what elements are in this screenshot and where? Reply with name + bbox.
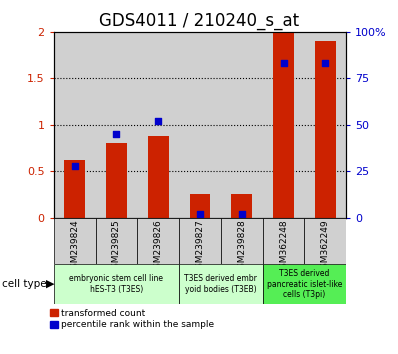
Point <box>155 118 162 124</box>
Bar <box>273 32 294 218</box>
Text: T3ES derived embr
yoid bodies (T3EB): T3ES derived embr yoid bodies (T3EB) <box>184 274 258 294</box>
Text: GDS4011 / 210240_s_at: GDS4011 / 210240_s_at <box>99 12 299 30</box>
Text: GSM239828: GSM239828 <box>237 219 246 274</box>
Bar <box>137 218 179 264</box>
Text: GSM239825: GSM239825 <box>112 219 121 274</box>
Bar <box>304 218 346 264</box>
Bar <box>304 32 346 218</box>
Point <box>113 131 119 137</box>
Text: embryonic stem cell line
hES-T3 (T3ES): embryonic stem cell line hES-T3 (T3ES) <box>69 274 164 294</box>
Bar <box>179 264 263 304</box>
Point <box>72 163 78 169</box>
Bar <box>137 32 179 218</box>
Bar <box>106 143 127 218</box>
Bar <box>96 218 137 264</box>
Text: T3ES derived
pancreatic islet-like
cells (T3pi): T3ES derived pancreatic islet-like cells… <box>267 269 342 299</box>
Bar <box>96 32 137 218</box>
Bar <box>179 32 221 218</box>
Point <box>322 61 328 66</box>
Text: GSM362248: GSM362248 <box>279 219 288 274</box>
Text: cell type: cell type <box>2 279 47 289</box>
Legend: transformed count, percentile rank within the sample: transformed count, percentile rank withi… <box>50 309 214 329</box>
Bar <box>263 218 304 264</box>
Bar <box>221 32 263 218</box>
Bar <box>54 32 96 218</box>
Bar <box>54 264 179 304</box>
Text: GSM239824: GSM239824 <box>70 219 79 274</box>
Point <box>238 211 245 217</box>
Point <box>280 61 287 66</box>
Bar <box>189 194 211 218</box>
Bar <box>54 218 96 264</box>
Bar <box>263 264 346 304</box>
Bar <box>148 136 169 218</box>
Bar <box>179 218 221 264</box>
Text: GSM239826: GSM239826 <box>154 219 163 274</box>
Bar <box>263 32 304 218</box>
Text: GSM239827: GSM239827 <box>195 219 205 274</box>
Bar <box>221 218 263 264</box>
Bar <box>315 41 336 218</box>
Text: GSM362249: GSM362249 <box>321 219 330 274</box>
Point <box>197 211 203 217</box>
Bar <box>231 194 252 218</box>
Text: ▶: ▶ <box>45 279 54 289</box>
Bar <box>64 160 85 218</box>
